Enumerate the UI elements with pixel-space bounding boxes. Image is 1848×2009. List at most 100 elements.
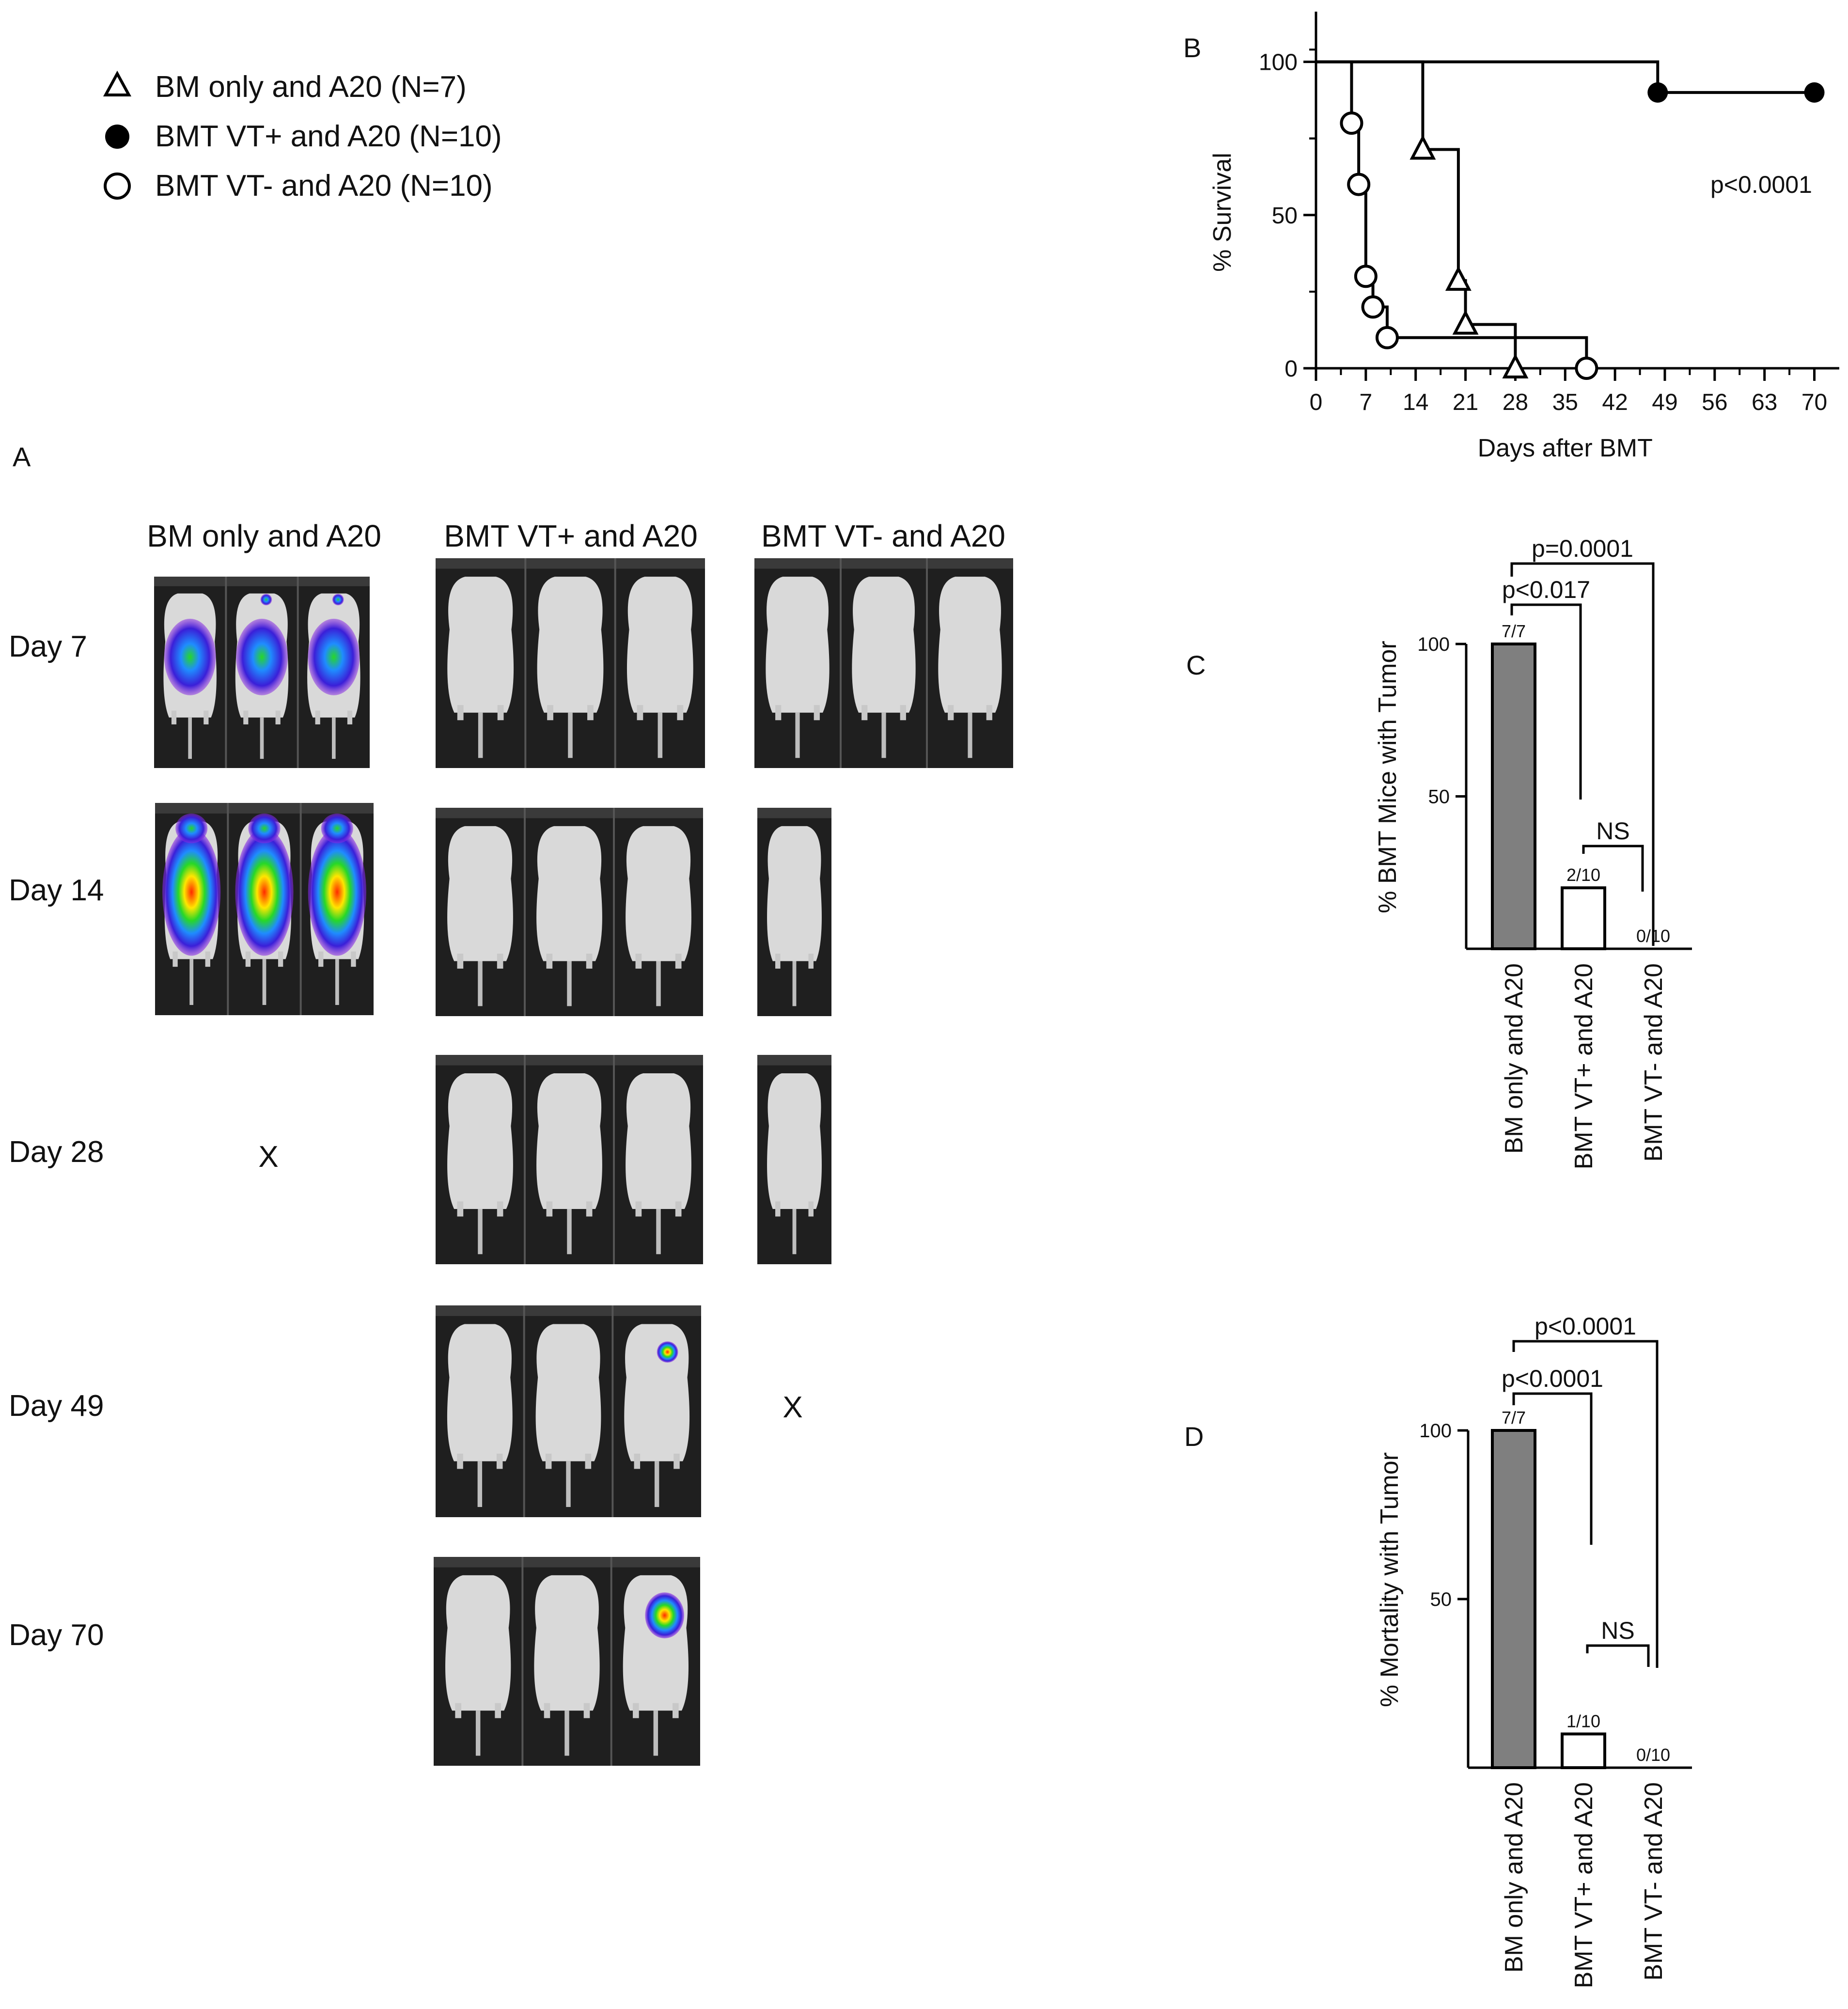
bioluminescence-signal [308,828,366,956]
data-point-open-circle [1354,265,1378,288]
row-header: Day 28 [9,1135,104,1169]
significance-bracket [1586,1644,1650,1667]
column-header: BM only and A20 [147,518,381,553]
mouse-foot [675,1201,682,1217]
panel-letter-c: C [1186,650,1206,680]
mouse-tail [658,712,663,758]
x-tick-label: 63 [1752,390,1777,415]
mouse-tail [332,717,336,759]
mouse-body [767,1073,822,1209]
row-headers: Day 7 Day 14 Day 28 Day 49 Day 70 [9,630,104,1652]
bioluminescence-signal [260,594,272,606]
mouse-tail [478,1209,483,1255]
significance-bracket [1510,562,1655,946]
mouse-foot [585,1453,592,1469]
open-circle-marker [104,173,131,200]
category-label: BMT VT- and A20 [1640,963,1668,1161]
significance-bracket [1512,1340,1659,1668]
x-tick-label: 35 [1552,390,1578,415]
bioluminescence-signal [657,1341,678,1363]
mouse-foot [673,1703,679,1718]
mouse-foot [278,951,283,967]
p-value-label: p<0.0001 [1710,171,1812,198]
row-header: Day 49 [9,1389,104,1423]
mouse-foot [318,951,324,967]
mouse-tail [656,961,661,1006]
category-label: BM only and A20 [1500,1782,1528,1973]
bar-count-label: 2/10 [1566,865,1600,885]
imaging-panel [436,558,705,768]
imaging-top-strip [757,808,831,818]
x-tick-label: 14 [1403,390,1428,415]
column-header: BMT VT- and A20 [761,518,1005,553]
mouse-foot [457,1453,463,1469]
x-tick-label: 42 [1602,390,1628,415]
legend-label: BMT VT+ and A20 (N=10) [155,120,502,153]
significance-label: p<0.0001 [1535,1313,1636,1340]
bioluminescence-signal [332,594,344,606]
bioluminescence-signal [248,813,281,844]
imaging-top-strip [754,558,1013,569]
mouse-tail [478,712,483,758]
y-tick-label: 100 [1419,1420,1452,1442]
mouse-foot [245,951,251,967]
mouse-tail [567,1209,572,1255]
mouse-tail [566,1461,571,1507]
mouse-body [447,577,514,713]
category-label: BM only and A20 [1500,963,1528,1154]
data-point-filled-circle [1647,82,1668,103]
mouse-tail [262,959,266,1005]
mouse-foot [677,705,684,721]
imaging-top-strip [154,577,370,586]
mouse-tail [795,712,800,758]
mouse-foot [986,705,992,721]
mouse-foot [497,954,503,969]
significance-label: p<0.0001 [1502,1365,1603,1392]
mouse-foot [587,705,594,721]
panel-a: A BM only and A20 BMT VT+ and A20 BMT VT- … [9,441,1013,1766]
mouse-body [445,1575,511,1711]
open-triangle-marker [103,70,132,96]
mouse-tail [564,1711,569,1756]
mouse-tail [478,961,483,1006]
imaging-top-strip [155,803,374,814]
imaging-grid: XX [154,558,1013,1766]
bar-count-label: 1/10 [1566,1711,1600,1731]
imaging-panel [155,803,374,1015]
data-point-open-circle [1361,295,1385,319]
mouse-foot [948,705,954,721]
row-header: Day 70 [9,1618,104,1652]
mouse-body [535,1324,601,1461]
mouse-body [447,1324,513,1461]
mouse-foot [633,1703,639,1718]
data-point-open-triangle [1452,310,1479,335]
mouse-foot [814,705,820,721]
bar-count-label: 7/7 [1502,1408,1526,1428]
y-tick-label: 50 [1428,786,1450,808]
significance-label: p<0.017 [1502,576,1590,603]
mouse-body [534,1575,600,1711]
bioluminescence-signal [235,828,294,956]
mouse-tail [653,1711,658,1756]
mouse-tail [881,712,886,758]
mouse-tail [654,1461,659,1507]
imaging-top-strip [436,808,703,818]
x-tick-label: 49 [1652,390,1677,415]
significance-label: NS [1601,1617,1634,1644]
bioluminescence-signal [164,618,216,695]
mouse-body [536,1073,602,1209]
imaging-panel [436,808,703,1016]
data-point-open-circle [1375,326,1399,349]
mouse-foot [775,705,782,721]
imaging-top-strip [436,1055,703,1066]
category-label: BMT VT- and A20 [1640,1782,1668,1980]
mouse-foot [546,1201,553,1217]
mouse-body [536,826,602,961]
mouse-foot [635,954,642,969]
tumor-bar-chart: 50 100 7/7 BM only and A20 2/10 BMT VT+ and A… [1374,535,1692,1169]
mouse-foot [586,954,593,969]
data-point-filled-circle [1804,82,1825,103]
legend: BM only and A20 (N=7) BMT VT+ and A20 (N… [103,70,502,203]
x-tick-label: 7 [1360,390,1373,415]
mouse-foot [547,705,553,721]
